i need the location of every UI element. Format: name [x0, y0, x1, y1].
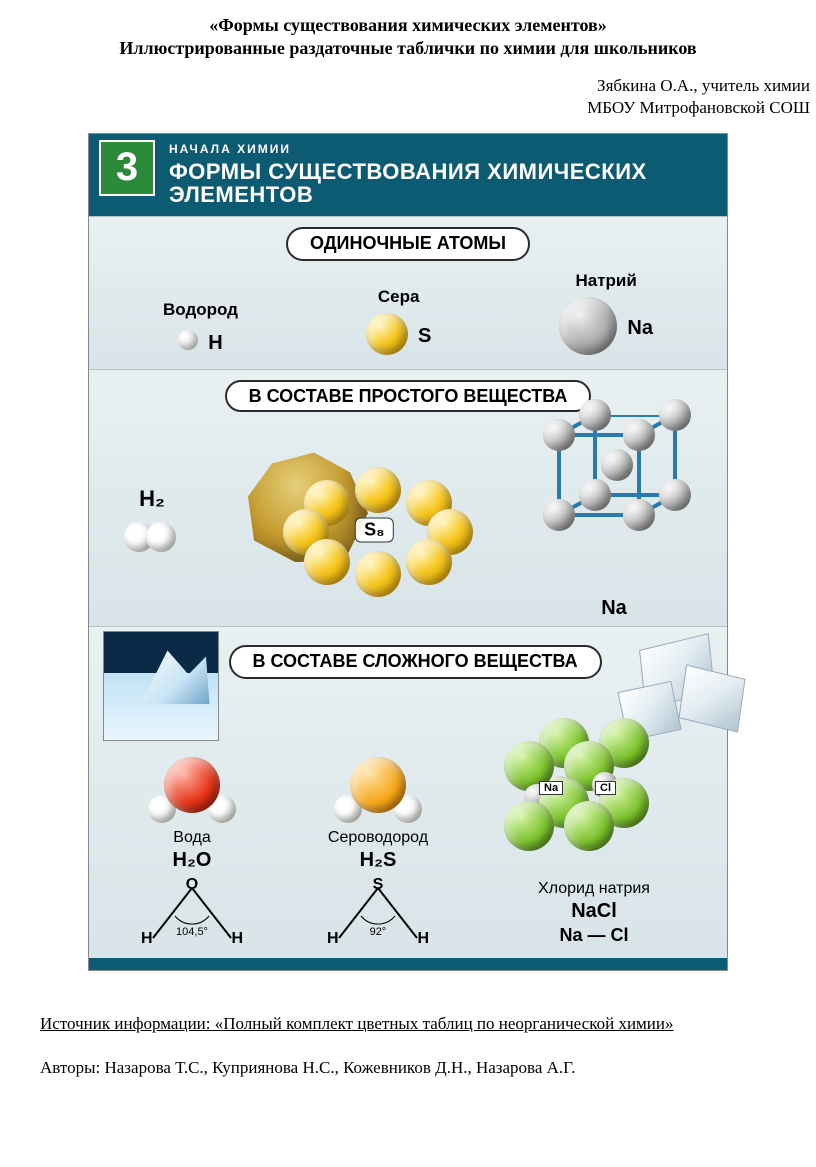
na-tag: Na — [539, 781, 563, 795]
document-title: «Формы существования химических элементо… — [40, 14, 776, 37]
molecule-formula: H₂S — [323, 849, 433, 872]
source-line: Источник информации: «Полный комплект цв… — [40, 1011, 776, 1037]
atom-name: Натрий — [559, 271, 653, 291]
bond-angle-diagram: O H H 104,5° — [137, 876, 247, 948]
na-atom-sphere — [579, 399, 611, 431]
na-atom-sphere — [543, 419, 575, 451]
cl-atom-sphere — [564, 801, 614, 851]
iceberg-photo-icon — [103, 631, 219, 741]
atom-cell: Водород H — [163, 300, 238, 355]
section3-row: Вода H₂O O H H 104,5° Сероводород H₂S S H H 92° Na… — [89, 751, 727, 958]
poster-rubric: НАЧАЛА ХИМИИ — [169, 142, 717, 156]
bond-angle-diagram: S H H 92° — [323, 876, 433, 948]
poster-title: ФОРМЫ СУЩЕСТВОВАНИЯ ХИМИЧЕСКИХ ЭЛЕМЕНТОВ — [169, 160, 717, 206]
na-atom-sphere — [659, 479, 691, 511]
h2-label: H₂ — [107, 486, 197, 512]
atom-sphere — [559, 297, 617, 355]
s8-ring: S₈ — [288, 472, 468, 602]
molecule-formula: H₂O — [137, 849, 247, 872]
atom-sphere — [366, 313, 408, 355]
nacl-bond: Na — Cl — [509, 925, 679, 946]
poster-header: 3 НАЧАЛА ХИМИИ ФОРМЫ СУЩЕСТВОВАНИЯ ХИМИЧ… — [89, 134, 727, 216]
s-atom-sphere — [406, 539, 452, 585]
section2-body: H₂ S₈ Na — [89, 416, 727, 626]
nacl-block: NaCl Хлорид натрия NaCl Na — Cl — [509, 755, 679, 946]
h-atom-sphere — [146, 522, 176, 552]
na-atom-sphere — [623, 419, 655, 451]
cl-atom-sphere — [504, 801, 554, 851]
section1-heading: ОДИНОЧНЫЕ АТОМЫ — [286, 227, 530, 261]
atom-sphere — [178, 330, 198, 350]
h2-molecule: H₂ — [107, 480, 197, 554]
bond-left-atom: H — [141, 930, 153, 948]
na-atom-sphere — [579, 479, 611, 511]
na-atom-sphere — [543, 499, 575, 531]
author-block: Зябкина О.А., учитель химии МБОУ Митрофа… — [0, 61, 816, 127]
na-atom-sphere — [659, 399, 691, 431]
na-atom-sphere — [601, 449, 633, 481]
bond-top-atom: S — [373, 876, 384, 894]
bond-angle-value: 104,5° — [176, 926, 208, 938]
section2-heading: В СОСТАВЕ ПРОСТОГО ВЕЩЕСТВА — [225, 380, 592, 413]
atom-symbol: H — [208, 332, 222, 355]
s8-label: S₈ — [355, 517, 393, 542]
molecule-name: Сероводород — [323, 829, 433, 847]
atoms-row: Водород H Сера S Натрий Na — [89, 265, 727, 369]
s-atom-sphere — [355, 467, 401, 513]
bond-left-atom: H — [327, 930, 339, 948]
section-single-atoms: ОДИНОЧНЫЕ АТОМЫ Водород H Сера S Натрий Na — [89, 216, 727, 369]
chemistry-poster: 3 НАЧАЛА ХИМИИ ФОРМЫ СУЩЕСТВОВАНИЯ ХИМИЧ… — [88, 133, 728, 971]
atom-cell: Натрий Na — [559, 271, 653, 355]
bond-right-atom: H — [231, 930, 243, 948]
nacl-cluster: Na Cl — [509, 731, 679, 876]
s-atom-sphere — [355, 551, 401, 597]
nacl-name: Хлорид натрия — [509, 880, 679, 898]
na-label: Na — [519, 597, 709, 620]
bond-angle-value: 92° — [370, 926, 387, 938]
atom-name: Водород — [163, 300, 238, 320]
poster-footer-bar — [89, 958, 727, 970]
cl-tag: Cl — [595, 781, 616, 795]
bond-top-atom: O — [186, 876, 198, 894]
poster-header-text: НАЧАЛА ХИМИИ ФОРМЫ СУЩЕСТВОВАНИЯ ХИМИЧЕС… — [169, 140, 717, 206]
na-lattice — [519, 415, 699, 595]
s8-molecule: S₈ — [228, 432, 488, 602]
atom-name: Сера — [366, 287, 431, 307]
bond-right-atom: H — [417, 930, 429, 948]
poster-number-badge: 3 — [99, 140, 155, 196]
atom-symbol: S — [418, 325, 431, 348]
authors-line: Авторы: Назарова Т.С., Куприянова Н.С., … — [40, 1055, 776, 1081]
document-header: «Формы существования химических элементо… — [0, 0, 816, 61]
section3-heading: В СОСТАВЕ СЛОЖНОГО ВЕЩЕСТВА — [229, 645, 602, 679]
document-subtitle: Иллюстрированные раздаточные таблички по… — [40, 37, 776, 60]
water-molecule: Вода H₂O O H H 104,5° — [137, 755, 247, 948]
section-simple-substance: В СОСТАВЕ ПРОСТОГО ВЕЩЕСТВА H₂ S₈ Na — [89, 369, 727, 627]
document-footer: Источник информации: «Полный комплект цв… — [0, 971, 816, 1080]
molecule-name: Вода — [137, 829, 247, 847]
nacl-formula: NaCl — [509, 900, 679, 923]
s-atom-sphere — [304, 539, 350, 585]
na-atom-sphere — [623, 499, 655, 531]
atom-symbol: Na — [627, 317, 653, 340]
section-complex-substance: В СОСТАВЕ СЛОЖНОГО ВЕЩЕСТВА Вода H₂O O H H 10… — [89, 626, 727, 958]
h2s-molecule: Сероводород H₂S S H H 92° — [323, 755, 433, 948]
author-line-1: Зябкина О.А., учитель химии — [0, 75, 810, 97]
atom-cell: Сера S — [366, 287, 431, 355]
na-lattice-block: Na — [519, 415, 709, 620]
author-line-2: МБОУ Митрофановской СОШ — [0, 97, 810, 119]
